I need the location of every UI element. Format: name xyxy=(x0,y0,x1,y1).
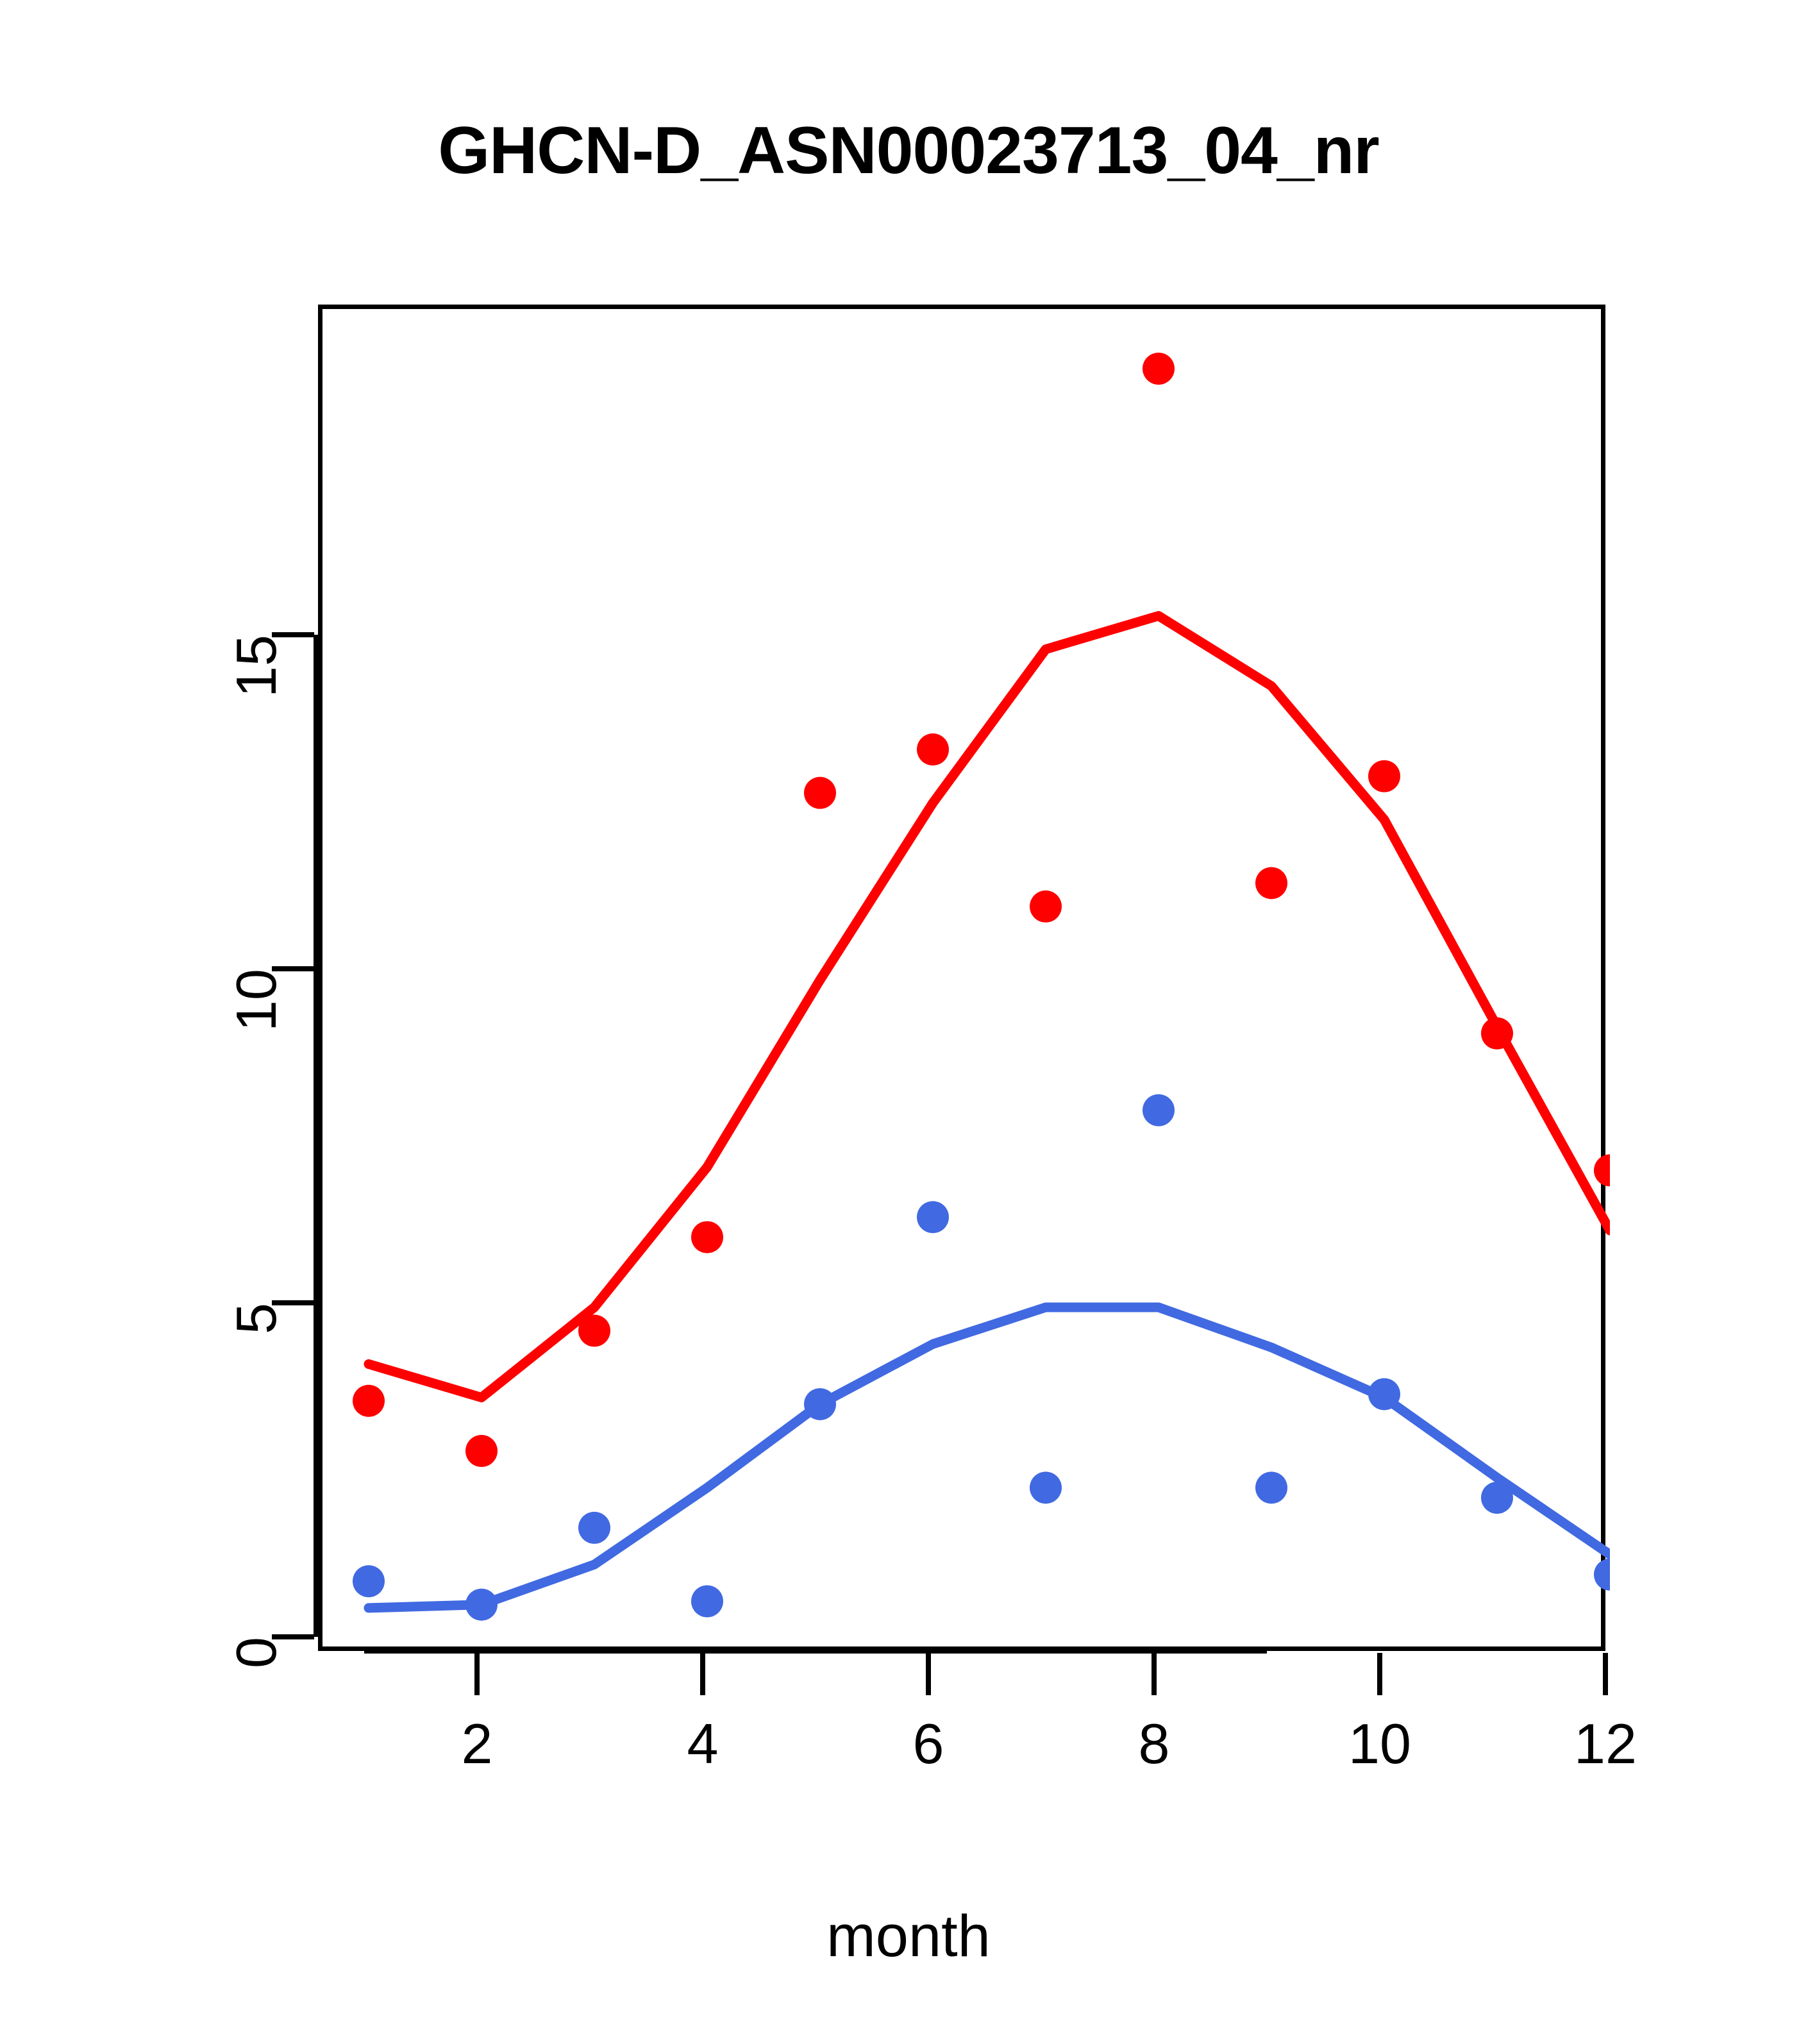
blue-data-points xyxy=(353,1094,1610,1621)
x-axis-title: month xyxy=(826,1904,991,1969)
blue-trend-line xyxy=(364,1302,1610,1613)
data-point xyxy=(1143,1094,1175,1127)
page-title: GHCN-D_ASN00023713_04_nr xyxy=(438,113,1379,188)
data-point xyxy=(1594,1154,1610,1187)
y-axis-tick xyxy=(272,966,314,971)
data-point xyxy=(1368,760,1400,792)
data-point xyxy=(465,1588,498,1621)
data-point xyxy=(804,1388,836,1421)
blue-line xyxy=(364,1302,1610,1613)
y-axis-tick-label: 15 xyxy=(224,635,288,698)
x-axis-line xyxy=(364,1648,1267,1654)
x-axis-tick xyxy=(1151,1653,1157,1695)
plot-area xyxy=(318,305,1610,1651)
data-point xyxy=(465,1435,498,1468)
x-axis-tick-label: 10 xyxy=(1348,1712,1411,1775)
data-point xyxy=(917,1201,949,1234)
data-point xyxy=(1143,352,1175,385)
data-point xyxy=(1030,890,1062,923)
data-point xyxy=(578,1314,610,1347)
data-point xyxy=(1255,1471,1287,1504)
data-point xyxy=(1481,1481,1513,1514)
x-axis-tick-label: 2 xyxy=(461,1712,493,1775)
data-point xyxy=(1030,1471,1062,1504)
x-axis-tick-label: 4 xyxy=(687,1712,719,1775)
data-point xyxy=(1255,867,1287,900)
data-point xyxy=(1368,1378,1400,1411)
data-point xyxy=(578,1511,610,1544)
plot-canvas xyxy=(353,352,1610,1621)
data-point xyxy=(691,1221,723,1253)
x-axis-tick xyxy=(700,1653,705,1695)
data-point xyxy=(691,1585,723,1618)
red-line xyxy=(364,611,1610,1403)
data-point xyxy=(1481,1017,1513,1050)
red-trend-line xyxy=(364,611,1610,1403)
data-point xyxy=(804,776,836,809)
x-axis-tick-label: 6 xyxy=(912,1712,944,1775)
data-point xyxy=(353,1565,385,1598)
data-point xyxy=(1594,1558,1610,1591)
x-axis-tick xyxy=(1603,1653,1608,1695)
x-axis-tick-label: 12 xyxy=(1574,1712,1637,1775)
y-axis-tick xyxy=(272,1300,314,1305)
y-axis-tick-label: 10 xyxy=(224,969,288,1032)
y-axis-tick-label: 5 xyxy=(224,1303,288,1334)
y-axis-line xyxy=(314,635,319,1637)
x-axis-tick xyxy=(1377,1653,1382,1695)
y-axis-tick xyxy=(272,1634,314,1639)
red-data-points xyxy=(353,352,1610,1468)
x-axis-tick-label: 8 xyxy=(1138,1712,1170,1775)
data-point xyxy=(353,1384,385,1417)
x-axis-tick xyxy=(926,1653,931,1695)
y-axis-tick-label: 0 xyxy=(224,1637,288,1668)
y-axis-tick xyxy=(272,632,314,637)
data-point xyxy=(917,733,949,766)
x-axis-tick xyxy=(474,1653,480,1695)
